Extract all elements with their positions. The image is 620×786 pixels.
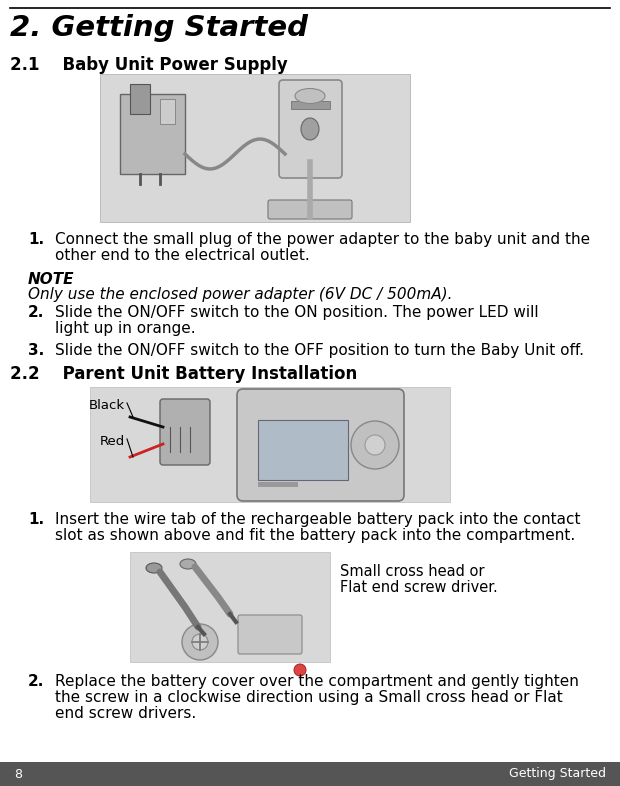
Text: other end to the electrical outlet.: other end to the electrical outlet. [55, 248, 310, 263]
Circle shape [365, 435, 385, 455]
Text: slot as shown above and fit the battery pack into the compartment.: slot as shown above and fit the battery … [55, 528, 575, 543]
Circle shape [294, 664, 306, 676]
Text: light up in orange.: light up in orange. [55, 321, 196, 336]
FancyBboxPatch shape [268, 200, 352, 219]
Text: Connect the small plug of the power adapter to the baby unit and the: Connect the small plug of the power adap… [55, 232, 590, 247]
Bar [90, 387, 450, 502]
Text: end screw drivers.: end screw drivers. [55, 706, 197, 721]
Text: 1.: 1. [28, 512, 44, 527]
Text: 2.: 2. [28, 305, 45, 320]
Bar [130, 84, 150, 114]
Text: 1.: 1. [28, 232, 44, 247]
FancyBboxPatch shape [160, 399, 210, 465]
Ellipse shape [146, 563, 162, 573]
FancyBboxPatch shape [120, 94, 185, 174]
Text: NOTE: NOTE [28, 272, 74, 287]
FancyBboxPatch shape [237, 389, 404, 501]
Text: the screw in a clockwise direction using a Small cross head or Flat: the screw in a clockwise direction using… [55, 690, 563, 705]
FancyBboxPatch shape [238, 615, 302, 654]
Bar [291, 101, 330, 109]
Text: Only use the enclosed power adapter (6V DC / 500mA).: Only use the enclosed power adapter (6V … [28, 287, 453, 302]
Text: 2.1    Baby Unit Power Supply: 2.1 Baby Unit Power Supply [10, 56, 288, 74]
Text: Black: Black [89, 399, 125, 412]
Circle shape [351, 421, 399, 469]
Circle shape [192, 634, 208, 650]
Text: 2.2    Parent Unit Battery Installation: 2.2 Parent Unit Battery Installation [10, 365, 357, 383]
Text: Slide the ON/OFF switch to the OFF position to turn the Baby Unit off.: Slide the ON/OFF switch to the OFF posit… [55, 343, 584, 358]
Text: 8: 8 [14, 767, 22, 780]
Text: Replace the battery cover over the compartment and gently tighten: Replace the battery cover over the compa… [55, 674, 579, 689]
Bar [160, 99, 175, 124]
FancyBboxPatch shape [279, 80, 342, 178]
Text: Insert the wire tab of the rechargeable battery pack into the contact: Insert the wire tab of the rechargeable … [55, 512, 580, 527]
Text: 2.: 2. [28, 674, 45, 689]
Text: Slide the ON/OFF switch to the ON position. The power LED will: Slide the ON/OFF switch to the ON positi… [55, 305, 539, 320]
Bar [258, 482, 298, 487]
Text: Small cross head or: Small cross head or [340, 564, 484, 579]
Bar [100, 74, 410, 222]
Bar [130, 552, 330, 662]
Ellipse shape [295, 89, 325, 104]
Text: Getting Started: Getting Started [509, 767, 606, 780]
Bar [0, 762, 620, 786]
Bar [258, 420, 348, 480]
Ellipse shape [301, 118, 319, 140]
Ellipse shape [180, 559, 196, 569]
Circle shape [182, 624, 218, 660]
Text: 3.: 3. [28, 343, 44, 358]
Text: Red: Red [100, 435, 125, 448]
Text: 2. Getting Started: 2. Getting Started [10, 14, 308, 42]
Text: Flat end screw driver.: Flat end screw driver. [340, 580, 498, 595]
